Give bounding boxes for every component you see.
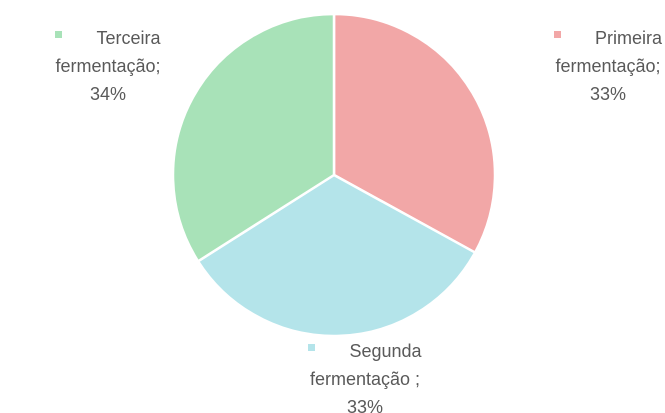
legend-key — [308, 344, 316, 351]
pie-slice — [196, 173, 477, 338]
data-label: Segunda fermentação ; 33% — [280, 337, 450, 413]
category-label: Primeira fermentação; — [555, 28, 662, 76]
value-label: 33% — [346, 397, 384, 413]
value-label: 33% — [589, 84, 627, 104]
pie-slice — [332, 12, 497, 255]
data-label: Primeira fermentação; 33% — [523, 24, 665, 108]
category-label: Segunda fermentação ; — [309, 341, 422, 389]
pie-slice — [171, 12, 336, 263]
value-label: 34% — [89, 84, 127, 104]
data-label: Terceira fermentação; 34% — [23, 24, 193, 108]
legend-key — [553, 31, 561, 38]
legend-key — [55, 31, 63, 38]
category-label: Terceira fermentação; — [55, 28, 161, 76]
